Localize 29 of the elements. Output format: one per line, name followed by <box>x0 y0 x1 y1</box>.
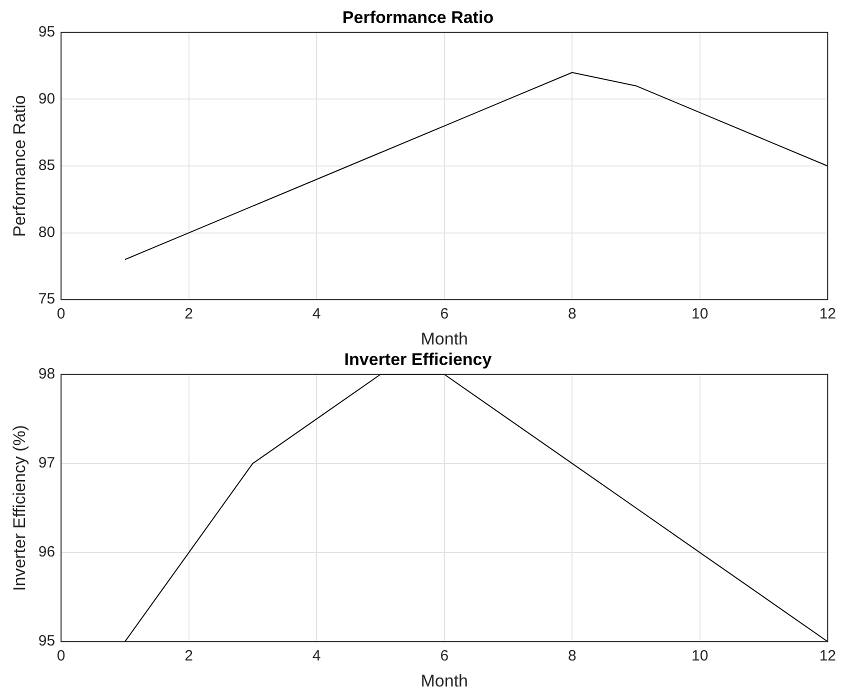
x-tick-label: 6 <box>440 306 449 323</box>
y-tick-label: 96 <box>38 544 56 561</box>
y-tick-label: 75 <box>38 290 56 308</box>
y-tick-label: 95 <box>38 24 56 41</box>
x-axis-title: Month <box>420 671 468 690</box>
y-tick-label: 98 <box>38 366 56 383</box>
x-tick-label: 12 <box>819 648 836 665</box>
x-tick-label: 0 <box>56 306 66 323</box>
x-tick-label: 8 <box>568 648 576 665</box>
y-tick-label: 80 <box>38 224 56 241</box>
y-tick-label: 95 <box>38 632 56 650</box>
chart-title: Performance Ratio <box>342 8 494 27</box>
x-tick-label: 12 <box>819 306 836 323</box>
x-tick-label: 6 <box>440 648 449 665</box>
y-axis-title: Performance Ratio <box>10 95 29 237</box>
x-tick-label: 10 <box>692 648 708 665</box>
y-tick-label: 97 <box>38 454 56 472</box>
x-tick-label: 4 <box>312 648 321 665</box>
x-tick-label: 2 <box>184 648 194 665</box>
y-tick-label: 90 <box>38 90 56 108</box>
x-tick-label: 4 <box>312 306 321 323</box>
x-tick-label: 10 <box>692 306 708 323</box>
x-axis-title: Month <box>420 329 468 348</box>
chart-title: Inverter Efficiency <box>344 350 492 369</box>
x-tick-label: 2 <box>184 306 194 323</box>
y-tick-label: 85 <box>38 157 56 174</box>
x-tick-label: 8 <box>568 306 576 323</box>
y-axis-title: Inverter Efficiency (%) <box>10 425 29 591</box>
x-tick-label: 0 <box>56 648 66 665</box>
